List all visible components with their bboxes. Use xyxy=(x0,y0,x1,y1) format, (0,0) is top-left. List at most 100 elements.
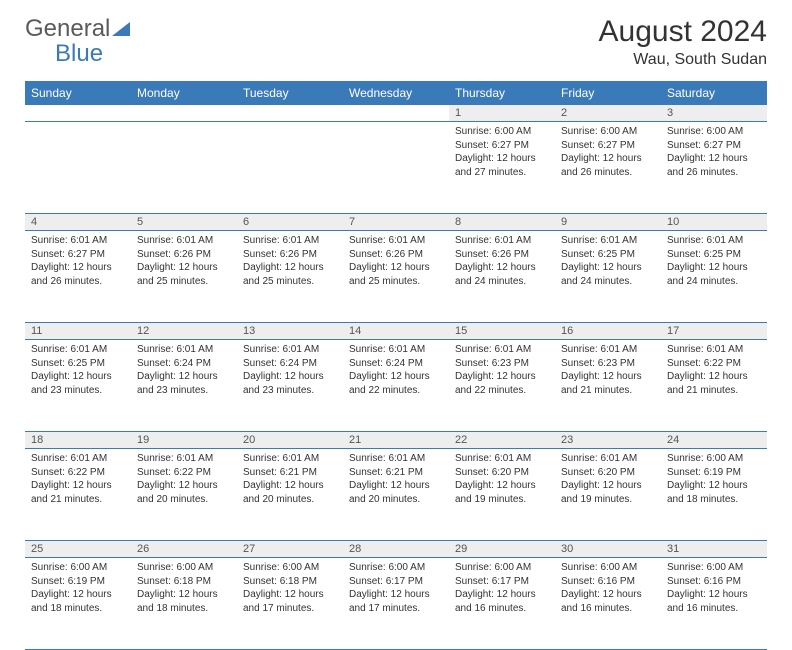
daylight-text-2: and 23 minutes. xyxy=(137,384,231,398)
sunset-text: Sunset: 6:24 PM xyxy=(243,357,337,371)
sunset-text: Sunset: 6:25 PM xyxy=(561,248,655,262)
daylight-text: Daylight: 12 hours xyxy=(561,261,655,275)
sunrise-text: Sunrise: 6:00 AM xyxy=(137,561,231,575)
sunrise-text: Sunrise: 6:00 AM xyxy=(561,125,655,139)
calendar-table: Sunday Monday Tuesday Wednesday Thursday… xyxy=(25,81,767,650)
logo: General xyxy=(25,15,130,43)
sunrise-text: Sunrise: 6:01 AM xyxy=(561,343,655,357)
sunrise-text: Sunrise: 6:00 AM xyxy=(561,561,655,575)
daylight-text: Daylight: 12 hours xyxy=(455,261,549,275)
daylight-text: Daylight: 12 hours xyxy=(31,370,125,384)
day-cell: Sunrise: 6:01 AMSunset: 6:25 PMDaylight:… xyxy=(25,340,131,432)
daylight-text: Daylight: 12 hours xyxy=(667,588,761,602)
logo-text-blue-wrap: Blue xyxy=(55,40,103,68)
sunrise-text: Sunrise: 6:00 AM xyxy=(455,561,549,575)
day-cell: Sunrise: 6:01 AMSunset: 6:22 PMDaylight:… xyxy=(25,449,131,541)
daylight-text: Daylight: 12 hours xyxy=(137,261,231,275)
daylight-text: Daylight: 12 hours xyxy=(349,261,443,275)
sunset-text: Sunset: 6:18 PM xyxy=(243,575,337,589)
daylight-text-2: and 25 minutes. xyxy=(243,275,337,289)
sunrise-text: Sunrise: 6:01 AM xyxy=(455,343,549,357)
daylight-text-2: and 26 minutes. xyxy=(667,166,761,180)
day-cell: Sunrise: 6:00 AMSunset: 6:17 PMDaylight:… xyxy=(449,558,555,650)
daylight-text-2: and 19 minutes. xyxy=(455,493,549,507)
daylight-text-2: and 23 minutes. xyxy=(243,384,337,398)
day-cell: Sunrise: 6:01 AMSunset: 6:26 PMDaylight:… xyxy=(343,231,449,323)
day-cell: Sunrise: 6:00 AMSunset: 6:27 PMDaylight:… xyxy=(555,122,661,214)
day-header: Thursday xyxy=(449,81,555,105)
day-number: 27 xyxy=(237,541,343,558)
daylight-text: Daylight: 12 hours xyxy=(667,370,761,384)
day-number xyxy=(25,105,131,122)
daylight-text: Daylight: 12 hours xyxy=(667,261,761,275)
daylight-text-2: and 18 minutes. xyxy=(31,602,125,616)
sunset-text: Sunset: 6:22 PM xyxy=(31,466,125,480)
day-cell: Sunrise: 6:01 AMSunset: 6:27 PMDaylight:… xyxy=(25,231,131,323)
sunrise-text: Sunrise: 6:01 AM xyxy=(243,343,337,357)
title-block: August 2024 Wau, South Sudan xyxy=(599,15,767,69)
sunset-text: Sunset: 6:25 PM xyxy=(667,248,761,262)
daylight-text: Daylight: 12 hours xyxy=(455,479,549,493)
sunset-text: Sunset: 6:27 PM xyxy=(455,139,549,153)
sunrise-text: Sunrise: 6:00 AM xyxy=(31,561,125,575)
sunrise-text: Sunrise: 6:01 AM xyxy=(667,343,761,357)
sunrise-text: Sunrise: 6:01 AM xyxy=(561,234,655,248)
daylight-text: Daylight: 12 hours xyxy=(243,261,337,275)
daylight-text: Daylight: 12 hours xyxy=(349,588,443,602)
logo-text-blue: Blue xyxy=(55,40,103,67)
day-cell: Sunrise: 6:01 AMSunset: 6:26 PMDaylight:… xyxy=(131,231,237,323)
day-number: 11 xyxy=(25,323,131,340)
day-number: 25 xyxy=(25,541,131,558)
daylight-text: Daylight: 12 hours xyxy=(455,370,549,384)
day-number-row: 123 xyxy=(25,105,767,122)
day-cell: Sunrise: 6:00 AMSunset: 6:18 PMDaylight:… xyxy=(237,558,343,650)
day-number xyxy=(237,105,343,122)
day-number: 13 xyxy=(237,323,343,340)
day-number-row: 45678910 xyxy=(25,214,767,231)
sunrise-text: Sunrise: 6:00 AM xyxy=(349,561,443,575)
daylight-text-2: and 24 minutes. xyxy=(667,275,761,289)
day-number: 4 xyxy=(25,214,131,231)
daylight-text-2: and 16 minutes. xyxy=(561,602,655,616)
daylight-text: Daylight: 12 hours xyxy=(667,479,761,493)
day-cell: Sunrise: 6:01 AMSunset: 6:26 PMDaylight:… xyxy=(449,231,555,323)
daylight-text: Daylight: 12 hours xyxy=(137,479,231,493)
day-cell: Sunrise: 6:00 AMSunset: 6:19 PMDaylight:… xyxy=(661,449,767,541)
daylight-text-2: and 22 minutes. xyxy=(455,384,549,398)
daylight-text: Daylight: 12 hours xyxy=(243,479,337,493)
calendar-body: 123 Sunrise: 6:00 AM Sunset: 6:27 PM Daylig… xyxy=(25,105,767,650)
day-cell: Sunrise: 6:01 AMSunset: 6:20 PMDaylight:… xyxy=(555,449,661,541)
day-header-row: Sunday Monday Tuesday Wednesday Thursday… xyxy=(25,81,767,105)
daylight-text: Daylight: 12 hours xyxy=(561,152,655,166)
sunrise-text: Sunrise: 6:01 AM xyxy=(137,452,231,466)
day-cell: Sunrise: 6:00 AMSunset: 6:18 PMDaylight:… xyxy=(131,558,237,650)
sunrise-text: Sunrise: 6:00 AM xyxy=(243,561,337,575)
sunset-text: Sunset: 6:19 PM xyxy=(667,466,761,480)
daylight-text-2: and 25 minutes. xyxy=(349,275,443,289)
day-number: 3 xyxy=(661,105,767,122)
daylight-text-2: and 21 minutes. xyxy=(31,493,125,507)
daylight-text-2: and 21 minutes. xyxy=(561,384,655,398)
day-content-row: Sunrise: 6:00 AM Sunset: 6:27 PM Daylight:… xyxy=(25,122,767,214)
logo-triangle-icon xyxy=(112,22,130,36)
day-number: 18 xyxy=(25,432,131,449)
sunrise-text: Sunrise: 6:00 AM xyxy=(667,561,761,575)
daylight-text: Daylight: 12 hours xyxy=(31,261,125,275)
sunset-text: Sunset: 6:25 PM xyxy=(31,357,125,371)
daylight-text-2: and 21 minutes. xyxy=(667,384,761,398)
sunset-text: Sunset: 6:17 PM xyxy=(455,575,549,589)
day-number: 22 xyxy=(449,432,555,449)
sunset-text: Sunset: 6:24 PM xyxy=(137,357,231,371)
day-number: 26 xyxy=(131,541,237,558)
daylight-text-2: and 20 minutes. xyxy=(243,493,337,507)
daylight-text: Daylight: 12 hours xyxy=(31,479,125,493)
sunset-text: Sunset: 6:22 PM xyxy=(137,466,231,480)
sunrise-text: Sunrise: 6:01 AM xyxy=(243,452,337,466)
sunrise-text: Sunrise: 6:01 AM xyxy=(349,452,443,466)
daylight-text: Daylight: 12 hours xyxy=(31,588,125,602)
sunset-text: Sunset: 6:21 PM xyxy=(349,466,443,480)
sunrise-text: Sunrise: 6:00 AM xyxy=(667,125,761,139)
day-cell: Sunrise: 6:01 AMSunset: 6:22 PMDaylight:… xyxy=(661,340,767,432)
sunrise-text: Sunrise: 6:01 AM xyxy=(667,234,761,248)
day-number-row: 18192021222324 xyxy=(25,432,767,449)
